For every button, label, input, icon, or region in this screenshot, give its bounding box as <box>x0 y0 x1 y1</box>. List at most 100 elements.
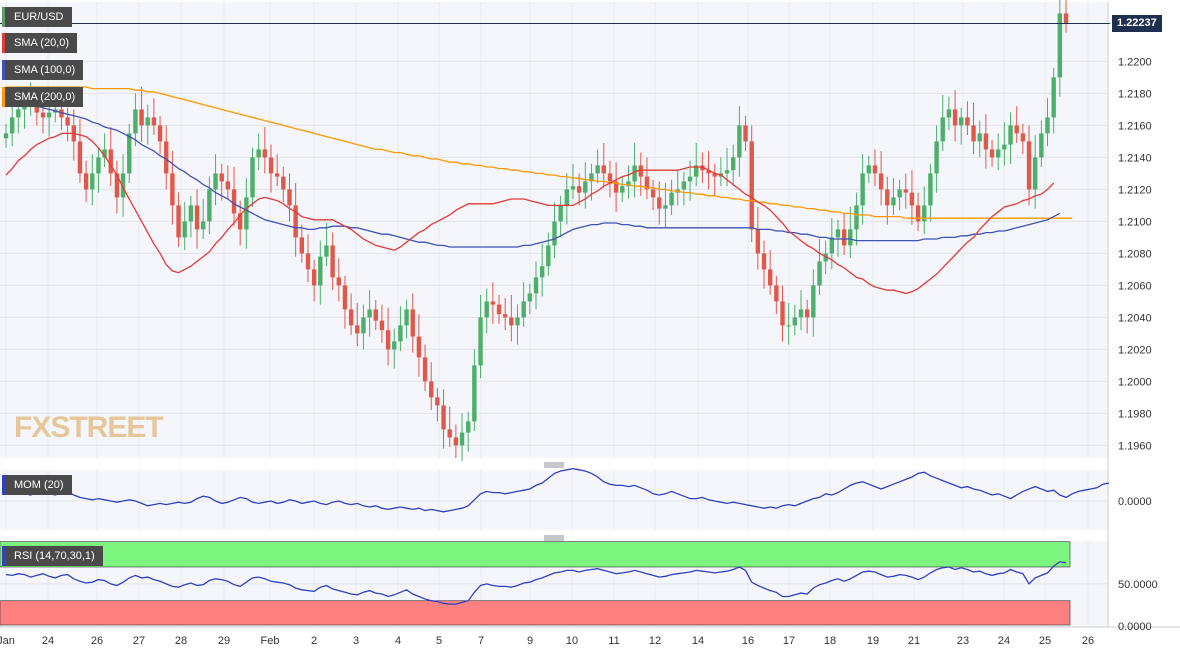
candle-body <box>650 189 656 198</box>
sma100-label[interactable]: SMA (100,0) <box>2 60 84 80</box>
date-tick-label: 5 <box>436 635 442 647</box>
sma200-label[interactable]: SMA (200,0) <box>2 87 84 107</box>
rsi-label[interactable]: RSI (14,70,30,1) <box>2 546 103 566</box>
candle-body <box>515 317 520 326</box>
candle-body <box>731 157 736 171</box>
candle-body <box>601 165 606 174</box>
candle-body <box>404 309 409 326</box>
candle-body <box>231 189 237 214</box>
candle-body <box>564 189 570 206</box>
candle-body <box>694 165 699 177</box>
candle-body <box>83 173 89 190</box>
candle-body <box>46 112 52 118</box>
mom-label[interactable]: MOM (20) <box>2 475 72 495</box>
candle-body <box>1026 141 1032 190</box>
candle-body <box>447 429 452 438</box>
instrument-label[interactable]: EUR/USD <box>2 7 72 27</box>
rsi-oversold-zone <box>0 600 1071 626</box>
candle-body <box>1051 77 1056 118</box>
candle-body <box>841 229 847 246</box>
instrument-name: EUR/USD <box>14 11 64 23</box>
date-tick-label: 17 <box>783 635 795 647</box>
price-tick-label: 1.2020 <box>1118 344 1152 356</box>
candle-body <box>823 253 828 262</box>
candle-body <box>59 109 64 118</box>
candle-body <box>909 192 915 206</box>
candle-body <box>663 205 668 209</box>
candle-body <box>983 133 989 150</box>
candle-body <box>1020 133 1026 142</box>
candle-body <box>453 437 459 446</box>
last-price-tag: 1.22237 <box>1112 15 1162 32</box>
candle-body <box>385 330 391 350</box>
candle-body <box>274 173 280 177</box>
candle-body <box>749 141 754 230</box>
price-tick-label: 1.2080 <box>1118 248 1152 260</box>
date-tick-label: 3 <box>353 635 359 647</box>
candle-body <box>552 221 557 246</box>
sma100-color-bar <box>2 60 5 80</box>
candle-body <box>194 205 200 230</box>
date-tick-label: Feb <box>261 635 280 647</box>
date-tick-label: 4 <box>395 635 401 647</box>
candle-body <box>607 173 613 182</box>
candle-body <box>743 125 748 142</box>
price-tick-label: 1.1960 <box>1118 440 1152 452</box>
watermark: FXSTREET <box>14 411 163 444</box>
mom-line <box>5 467 1110 513</box>
candle-body <box>533 277 539 294</box>
candle-body <box>700 165 705 171</box>
candle-body <box>558 205 563 222</box>
date-tick-label: 25 <box>1039 635 1051 647</box>
date-tick-label: 26 <box>91 635 103 647</box>
candle-body <box>219 173 224 182</box>
date-tick-label: 23 <box>957 635 969 647</box>
candle-body <box>102 149 107 158</box>
candle-body <box>348 309 354 326</box>
candle-body <box>262 149 268 158</box>
price-tick-label: 1.2100 <box>1118 216 1152 228</box>
candle-body <box>583 181 588 193</box>
candle-body <box>176 205 181 238</box>
rsi-tick-label: 50.0000 <box>1118 579 1158 591</box>
candle-body <box>336 277 341 286</box>
candle-body <box>188 205 194 222</box>
candle-body <box>915 205 921 222</box>
candle-body <box>201 221 206 230</box>
mom-name: MOM (20) <box>14 479 64 491</box>
candle-body <box>811 285 816 318</box>
date-tick-label: 24 <box>998 635 1010 647</box>
mom-tick-label: 0.0000 <box>1118 496 1152 508</box>
candle-body <box>965 117 970 126</box>
candle-body <box>669 192 674 206</box>
candle-body <box>108 149 113 174</box>
candle-body <box>342 285 348 310</box>
candle-body <box>952 109 958 126</box>
candle-body <box>182 221 187 238</box>
candle-body <box>903 189 908 193</box>
candle-body <box>1057 13 1063 78</box>
candle-body <box>546 245 551 267</box>
candle-body <box>922 205 927 222</box>
candle-body <box>496 304 502 315</box>
candle-body <box>3 133 9 139</box>
date-tick-label: 7 <box>478 635 484 647</box>
candle-body <box>65 117 70 126</box>
candle-body <box>1039 133 1044 158</box>
candle-body <box>687 176 693 182</box>
sma20-label[interactable]: SMA (20,0) <box>2 33 78 53</box>
candle-body <box>157 125 163 142</box>
candle-body <box>632 165 637 182</box>
candle-body <box>330 245 335 278</box>
candle-body <box>940 117 945 142</box>
candle-body <box>22 106 27 110</box>
price-tick-label: 1.2140 <box>1118 152 1152 164</box>
candle-body <box>946 109 952 118</box>
candle-body <box>644 176 650 190</box>
price-tick-label: 1.1980 <box>1118 408 1152 420</box>
candle-body <box>478 317 483 366</box>
mom-panel-bg <box>0 470 1108 530</box>
candle-body <box>885 189 890 206</box>
